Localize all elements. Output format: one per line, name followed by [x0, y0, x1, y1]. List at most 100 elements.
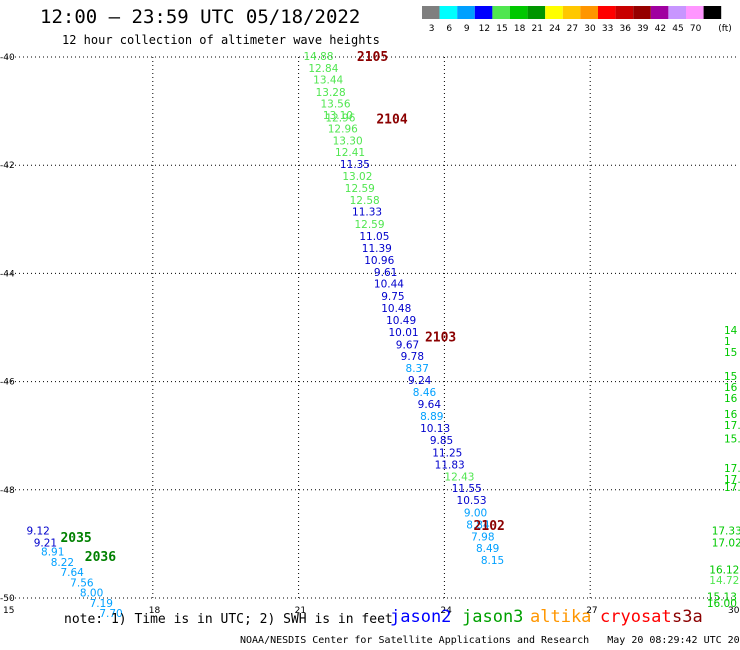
wave-height-value-clipped: 16: [724, 409, 738, 421]
legend-swatch: [439, 6, 458, 19]
legend-value: 12: [479, 24, 490, 34]
wave-height-value: 7.19: [90, 598, 113, 610]
legend-swatch: [650, 6, 669, 19]
wave-height-value: 11.05: [359, 231, 389, 243]
wave-height-value-clipped: 17.6: [724, 474, 740, 486]
wave-height-value: 8.22: [51, 557, 74, 569]
chart-subtitle: 12 hour collection of altimeter wave hei…: [62, 33, 380, 47]
wave-height-value: 16.00: [707, 598, 737, 610]
wave-height-value: 10.44: [374, 279, 404, 291]
legend-swatch: [598, 6, 616, 19]
legend-value: 27: [567, 24, 578, 34]
wave-height-value: 12.84: [308, 63, 338, 75]
wave-height-value: 11.83: [435, 459, 465, 471]
pass-time-label: 2102: [474, 519, 505, 534]
legend-swatch: [615, 6, 634, 19]
legend-value: 36: [619, 24, 631, 34]
legend-value: 33: [602, 24, 613, 34]
wave-height-value-clipped: 17.7: [724, 482, 740, 494]
legend-cryosat: cryosat: [600, 607, 672, 627]
wave-height-value: 9.24: [408, 375, 432, 387]
wave-height-value: 11.33: [352, 207, 382, 219]
wave-height-value: 8.00: [80, 588, 103, 600]
lon-tick-label: 21: [295, 606, 306, 616]
wave-height-value: 7.70: [99, 608, 122, 620]
lon-tick-label: 15: [3, 606, 14, 616]
wave-height-value: 13.28: [316, 87, 346, 99]
wave-height-value-clipped: 17.0: [724, 420, 740, 432]
legend-swatch: [562, 6, 581, 19]
wave-height-value: 9.21: [34, 537, 57, 549]
wave-height-value: 10.96: [364, 255, 394, 267]
legend-value: 3: [429, 24, 435, 34]
legend-value: 30: [584, 24, 596, 34]
wave-height-value: 8.46: [413, 387, 437, 399]
wave-height-value: 13.30: [333, 135, 363, 147]
wave-height-value: 12.59: [354, 219, 384, 231]
footnote: note: 1) Time is in UTC; 2) SWH is in fe…: [64, 612, 393, 627]
wave-height-value: 7.64: [60, 567, 84, 579]
legend-value: 70: [690, 24, 702, 34]
wave-height-value: 11.25: [432, 447, 462, 459]
wave-height-value: 13.44: [313, 75, 343, 87]
wave-height-value-clipped: 15: [724, 371, 737, 383]
legend-s3a: s3a: [672, 607, 703, 627]
wave-height-value: 8.91: [41, 546, 64, 558]
wave-height-value: 17.02: [712, 537, 740, 549]
chart-title: 12:00 – 23:59 UTC 05/18/2022: [40, 6, 361, 28]
legend-swatch: [668, 6, 686, 19]
legend-value: 39: [637, 24, 649, 34]
wave-height-value: 12.58: [350, 195, 380, 207]
wave-height-value: 9.67: [396, 339, 419, 351]
pass-time-label: 2036: [85, 550, 116, 565]
wave-height-value: 12.59: [345, 183, 375, 195]
lat-tick-label: -50: [0, 594, 15, 604]
wave-height-value: 9.12: [26, 525, 49, 537]
wave-height-value: 14.88: [303, 51, 333, 63]
lat-tick-label: -46: [0, 378, 15, 388]
legend-swatch: [474, 6, 493, 19]
wave-height-value: 10.48: [381, 303, 411, 315]
wave-height-value: 12.41: [335, 147, 365, 159]
pass-time-label: 2105: [357, 50, 388, 65]
legend-swatch: [457, 6, 475, 19]
wave-height-value: 9.78: [401, 351, 424, 363]
wave-height-value: 8.37: [406, 363, 429, 375]
wave-height-value: 7.98: [471, 531, 494, 543]
wave-height-value-clipped: 14: [724, 325, 738, 337]
legend-swatch: [545, 6, 563, 19]
wave-height-value: 11.55: [452, 483, 482, 495]
wave-height-value: 12.43: [444, 471, 474, 483]
wave-height-value: 13.02: [342, 171, 372, 183]
wave-height-value: 7.56: [70, 577, 94, 589]
wave-height-value: 9.85: [430, 435, 453, 447]
wave-height-value: 10.53: [457, 495, 487, 507]
wave-height-value: 13.10: [323, 110, 353, 122]
lon-tick-label: 27: [586, 606, 597, 616]
wave-height-value: 10.13: [420, 423, 450, 435]
wave-height-value: 17.33: [712, 525, 740, 537]
legend-swatch: [633, 6, 651, 19]
wave-height-value: 9.64: [418, 399, 442, 411]
legend-unit: (ft): [718, 24, 732, 34]
legend-swatch: [492, 6, 510, 19]
wave-height-value-clipped: 16: [724, 382, 738, 394]
wave-height-value: 8.49: [476, 543, 499, 555]
wave-height-value-clipped: 16: [724, 393, 738, 405]
legend-swatch: [510, 6, 528, 19]
legend-value: 18: [514, 24, 526, 34]
lon-tick-label: 18: [149, 606, 161, 616]
wave-height-value: 13.56: [320, 99, 350, 111]
wave-height-value: 9.00: [464, 508, 487, 520]
lon-tick-label: 30: [728, 606, 740, 616]
wave-height-value: 11.35: [340, 159, 370, 171]
wave-height-value: 8.89: [420, 411, 443, 423]
wave-height-value-clipped: 1: [724, 336, 731, 348]
lon-tick-label: 24: [440, 606, 452, 616]
legend-jason3: jason3: [462, 607, 524, 627]
legend-value: 15: [496, 24, 507, 34]
wave-height-value-clipped: 15.5: [724, 433, 740, 445]
pass-time-label: 2103: [425, 331, 456, 346]
wave-height-value: 10.01: [389, 327, 419, 339]
